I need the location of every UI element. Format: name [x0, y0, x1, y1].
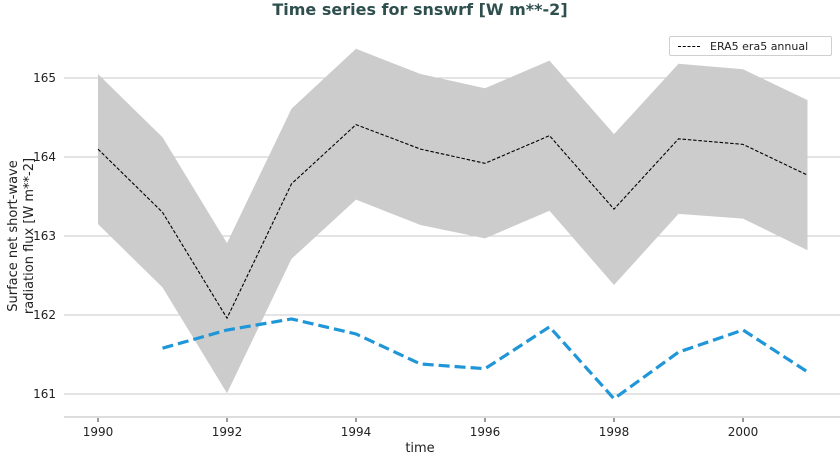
- x-tick-label-1994: 1994: [341, 425, 372, 439]
- x-axis: 1990 1992 1994 1996 1998 2000: [64, 416, 840, 439]
- y-tick-label-162: 162: [33, 308, 56, 322]
- y-axis-label: Surface net short-wave radiation flux [W…: [6, 158, 38, 314]
- data-lines: [97, 123, 809, 401]
- x-tick-label-1992: 1992: [212, 425, 243, 439]
- chart-title: Time series for snswrf [W m**-2]: [272, 0, 568, 19]
- y-tick-label-163: 163: [33, 229, 56, 243]
- legend-dashed-line-icon: [678, 45, 700, 47]
- x-tick-label-1990: 1990: [83, 425, 114, 439]
- era5-spread-area: [98, 48, 808, 394]
- y-axis-label-line-1: Surface net short-wave: [6, 160, 21, 312]
- legend-label-era5: ERA5 era5 annual: [710, 39, 809, 53]
- x-tick-label-1996: 1996: [470, 425, 501, 439]
- x-tick-label-1998: 1998: [599, 425, 630, 439]
- y-tick-label-164: 164: [33, 150, 56, 164]
- y-tick-label-161: 161: [33, 387, 56, 401]
- blue-series-line: [162, 317, 809, 401]
- x-tick-label-2000: 2000: [728, 425, 759, 439]
- era5-spread-band: [98, 48, 808, 394]
- x-axis-label: time: [405, 441, 435, 456]
- legend: ERA5 era5 annual: [669, 36, 832, 56]
- era5-annual-line: [97, 123, 808, 320]
- y-tick-label-165: 165: [33, 71, 56, 85]
- y-axis-label-line-2: radiation flux [W m**-2]: [22, 157, 37, 315]
- y-axis-tick-labels: 161 162 163 164 165: [33, 71, 56, 401]
